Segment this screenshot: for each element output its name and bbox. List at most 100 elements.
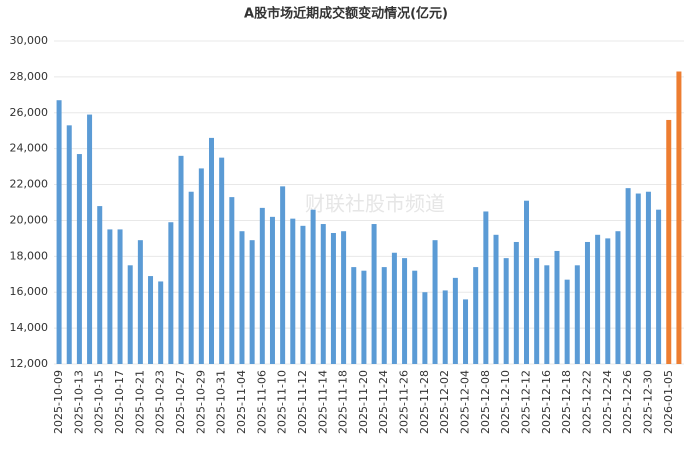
bar [76, 154, 82, 364]
bar [463, 299, 469, 364]
bar [158, 281, 164, 364]
bar [381, 267, 387, 364]
bar [564, 279, 570, 364]
x-tick-label: 2025-12-08 [479, 370, 492, 434]
bar [239, 231, 245, 364]
x-tick-label: 2025-10-13 [72, 370, 85, 434]
bar [412, 270, 418, 364]
bar [300, 225, 306, 364]
bar [320, 224, 326, 364]
x-tick-label: 2025-12-12 [520, 370, 533, 434]
bar [493, 234, 499, 364]
chart-title: A股市场近期成交额变动情况(亿元) [244, 6, 448, 22]
bar [341, 231, 347, 364]
bar [645, 191, 651, 364]
bar [635, 193, 641, 364]
x-tick-label: 2025-10-31 [215, 370, 228, 434]
bar [676, 71, 682, 364]
x-tick-label: 2025-12-16 [540, 370, 553, 434]
bar [595, 234, 601, 364]
bar [625, 188, 631, 364]
x-tick-label: 2025-11-14 [316, 370, 329, 434]
bar [361, 270, 367, 364]
x-tick-label: 2025-11-26 [398, 370, 411, 434]
bar [178, 155, 184, 364]
x-tick-label: 2025-11-10 [276, 370, 289, 434]
y-tick-label: 16,000 [10, 285, 49, 298]
bar [249, 240, 255, 364]
x-tick-label: 2025-12-18 [560, 370, 573, 434]
bar [310, 209, 316, 364]
bar [330, 233, 336, 364]
x-tick-label: 2026-01-05 [662, 370, 675, 434]
bar [269, 216, 275, 364]
bar [554, 250, 560, 364]
y-tick-label: 28,000 [10, 70, 49, 83]
bar [280, 186, 286, 364]
bar [402, 258, 408, 364]
bar [473, 267, 479, 364]
bar [534, 258, 540, 364]
y-tick-label: 18,000 [10, 249, 49, 262]
bar [168, 222, 174, 364]
bar [56, 100, 62, 364]
x-tick-label: 2025-11-24 [377, 370, 390, 434]
bar [584, 241, 590, 364]
bar [422, 292, 428, 364]
bar [391, 252, 397, 364]
bar [452, 277, 458, 364]
bar [209, 137, 214, 364]
x-tick-label: 2025-12-02 [438, 370, 451, 434]
bar [188, 191, 194, 364]
x-tick-label: 2025-10-21 [133, 370, 146, 434]
bar [656, 209, 662, 364]
y-tick-label: 26,000 [10, 106, 49, 119]
y-tick-label: 14,000 [10, 321, 49, 334]
bar [127, 265, 133, 364]
bar [97, 206, 103, 364]
x-tick-label: 2025-11-20 [357, 370, 370, 434]
bar [615, 231, 621, 364]
bar [524, 200, 529, 364]
bar [503, 258, 509, 364]
y-tick-label: 30,000 [10, 34, 49, 47]
bar [117, 229, 123, 364]
bar [87, 114, 93, 364]
x-tick-label: 2025-12-22 [580, 370, 593, 434]
x-tick-label: 2025-11-06 [255, 370, 268, 434]
x-tick-label: 2025-11-18 [337, 370, 350, 434]
x-tick-label: 2025-10-17 [113, 370, 126, 434]
x-tick-label: 2025-12-24 [601, 370, 614, 434]
y-tick-label: 12,000 [10, 357, 49, 370]
bar [432, 240, 438, 364]
bar [513, 241, 519, 364]
bar [574, 265, 580, 364]
x-tick-label: 2025-12-26 [621, 370, 634, 434]
bar [442, 290, 448, 364]
x-tick-label: 2025-12-04 [459, 370, 472, 434]
x-tick-label: 2025-10-15 [93, 370, 106, 434]
bar [229, 197, 235, 364]
x-tick-label: 2025-10-27 [174, 370, 187, 434]
x-tick-label: 2025-10-23 [154, 370, 167, 434]
x-tick-label: 2025-12-30 [641, 370, 654, 434]
x-tick-label: 2025-10-09 [52, 370, 65, 434]
y-tick-label: 24,000 [10, 142, 49, 155]
bar [219, 157, 225, 364]
x-tick-label: 2025-12-10 [499, 370, 512, 434]
bar [66, 125, 72, 364]
bar [371, 224, 377, 364]
bar [290, 218, 296, 364]
bar [666, 119, 672, 364]
x-tick-label: 2025-11-04 [235, 370, 248, 434]
watermark: 财联社股市频道 [305, 192, 445, 216]
bar [483, 211, 489, 364]
x-tick-label: 2025-11-28 [418, 370, 431, 434]
bar [137, 240, 143, 364]
bar [351, 267, 357, 364]
y-tick-label: 20,000 [10, 213, 49, 226]
y-tick-label: 22,000 [10, 178, 49, 191]
bar [544, 265, 550, 364]
x-tick-label: 2025-10-29 [194, 370, 207, 434]
